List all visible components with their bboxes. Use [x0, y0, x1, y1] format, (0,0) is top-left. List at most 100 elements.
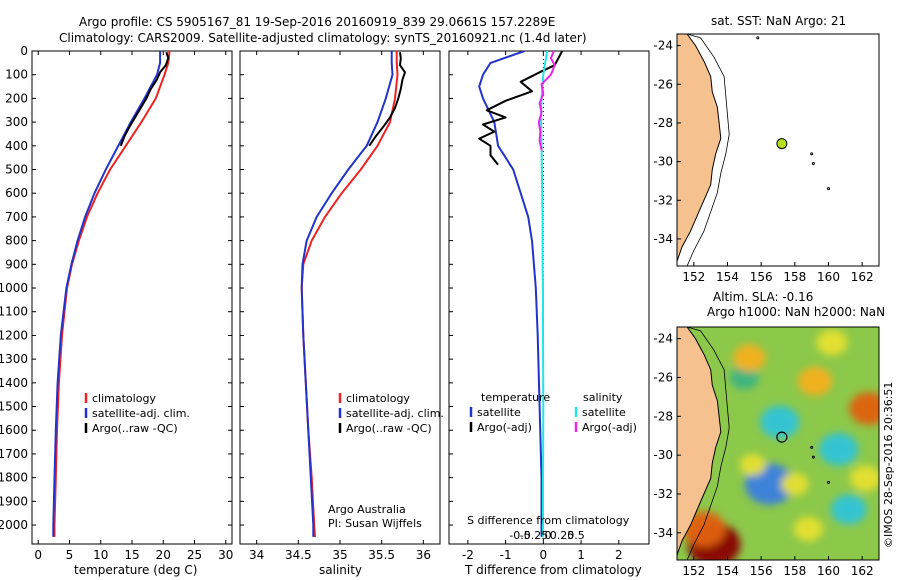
sst-map-island-3	[827, 187, 830, 191]
sla-anomaly-blob-5	[830, 494, 867, 525]
sla-map-xtick-label-0: 152	[682, 564, 705, 578]
sst-map-island-2	[811, 162, 815, 166]
sst-map-title: sat. SST: NaN Argo: 21	[711, 14, 846, 28]
temperature-legend: climatology satellite-adj. clim. Argo(..ra…	[84, 392, 190, 435]
sla-anomaly-blob-8	[797, 367, 833, 396]
sst-map-xtick-label-5: 162	[851, 270, 874, 284]
sla-map-ytick-label-4: -32	[653, 487, 673, 501]
s-legend-label-1: satellite-adj. clim.	[346, 407, 444, 420]
sst-map-australia-land	[677, 34, 722, 263]
depth-tick-label-12: 1200	[0, 328, 28, 342]
header-line2: Climatology: CARS2009. Satellite-adjuste…	[59, 31, 587, 45]
temperature-series	[52, 51, 171, 537]
depth-tick-label-7: 700	[5, 210, 28, 224]
t-legend-label-0: climatology	[92, 392, 156, 405]
sla-map-xtick-label-2: 156	[750, 564, 773, 578]
sla-anomaly-blob-9	[733, 344, 766, 372]
difference-panel-xtick-label-0: -2	[462, 548, 474, 562]
sla-anomaly-blob-11	[793, 516, 823, 542]
sla-anomaly-blob-7	[849, 392, 879, 425]
sla-anomaly-blob-14	[781, 472, 809, 496]
sla-map-ytick-label-1: -26	[653, 370, 673, 384]
depth-tick-label-14: 1400	[0, 376, 28, 390]
difference-frame	[448, 50, 650, 545]
salinity-annotation-line1: Argo Australia	[328, 503, 406, 516]
salinity-panel-line-2	[368, 52, 406, 147]
sst-map-ytick-label-4: -32	[653, 193, 673, 207]
salinity-panel-xtick-label-0: 34	[249, 548, 264, 562]
depth-tick-label-2: 200	[5, 91, 28, 105]
salinity-panel-xtick-label-2: 35	[332, 548, 347, 562]
sst-map-ytick-label-1: -26	[653, 77, 673, 91]
s-legend-label-0: climatology	[346, 392, 410, 405]
s-diff-tick-label-2: 0	[545, 529, 552, 542]
sla-map-xtick-label-4: 160	[817, 564, 840, 578]
d-legend-t-label-0: satellite	[477, 406, 521, 419]
sst-map-island-0	[756, 36, 760, 40]
sla-map-island-0	[810, 445, 814, 449]
sla-map-shelf-contour	[686, 327, 730, 560]
sla-anomaly-blob-12	[739, 454, 766, 476]
depth-tick-label-16: 1600	[0, 423, 28, 437]
header-line1: Argo profile: CS 5905167_81 19-Sep-2016 …	[79, 15, 555, 29]
sla-map-ytick-label-0: -24	[653, 332, 673, 346]
difference-panel-line-0	[478, 51, 543, 537]
difference-panel-line-1	[478, 51, 564, 166]
sla-map-title-line1: Altim. SLA: -0.16	[713, 290, 813, 304]
s-difference-label: S difference from climatology	[467, 514, 630, 527]
depth-tick-label-11: 1100	[0, 305, 28, 319]
sla-map-title-line2: Argo h1000: NaN h2000: NaN	[707, 305, 885, 319]
temperature-panel-xtick-label-3: 15	[124, 548, 139, 562]
sst-map-shelf-contour	[686, 34, 730, 266]
temperature-panel-xtick-label-5: 25	[187, 548, 202, 562]
side-caption: ©IMOS 28-Sep-2016 20:36:51	[882, 382, 895, 548]
sst-map-land	[677, 34, 730, 266]
t-legend-label-1: satellite-adj. clim.	[92, 407, 190, 420]
difference-panel-xtick-label-2: 0	[540, 548, 548, 562]
depth-tick-label-1: 100	[5, 68, 28, 82]
t-difference-xlabel: T difference from climatology	[464, 563, 642, 577]
difference-legend: temperature salinity satellite Argo(-adj) sa…	[469, 391, 637, 434]
sla-anomaly-blob-13	[816, 329, 848, 356]
salinity-panel-line-1	[300, 51, 394, 537]
sst-map-ytick-label-0: -24	[653, 39, 673, 53]
difference-panel-xtick-label-3: 1	[577, 548, 585, 562]
salinity-series	[300, 51, 406, 537]
sla-map-island-2	[827, 480, 830, 484]
depth-tick-label-3: 300	[5, 115, 28, 129]
sla-map-ticks: 152 154 156 158 160 162 -24 -26 -28 -30 -32 -34	[653, 332, 873, 578]
sla-heatmap	[682, 329, 879, 560]
sla-anomaly-blob-10	[850, 465, 879, 492]
sst-map-ytick-label-3: -30	[653, 155, 673, 169]
temperature-panel-line-0	[53, 51, 171, 537]
sla-map-argo-position	[776, 431, 788, 443]
sst-map-xtick-label-0: 152	[682, 270, 705, 284]
sst-map-xtick-label-2: 156	[750, 270, 773, 284]
sst-map-panel: sat. SST: NaN Argo: 21 152 154 156 158 160 16…	[653, 14, 880, 284]
sla-map-panel: Altim. SLA: -0.16 Argo h1000: NaN h2000:…	[653, 290, 885, 578]
sla-map-xtick-label-1: 154	[716, 564, 739, 578]
salinity-panel: 34 34.5 35 35.5 36 climatology satellite-adj.…	[239, 50, 444, 577]
temperature-panel: 0 5 10 15 20 25 300100200300400500600700800900…	[0, 44, 233, 577]
depth-tick-label-6: 600	[5, 186, 28, 200]
sst-map-xtick-label-3: 158	[783, 270, 806, 284]
salinity-panel-line-0	[300, 51, 399, 537]
temperature-panel-xtick-label-4: 20	[156, 548, 171, 562]
sla-map-frame	[676, 326, 880, 561]
depth-tick-label-4: 400	[5, 139, 28, 153]
sla-anomaly-blob-4	[818, 432, 859, 466]
temperature-panel-xtick-label-1: 5	[66, 548, 74, 562]
d-legend-header-temperature: temperature	[481, 391, 550, 404]
temperature-ticks: 0 5 10 15 20 25 300100200300400500600700800900…	[0, 44, 233, 562]
depth-tick-label-8: 800	[5, 234, 28, 248]
difference-panel-xtick-label-4: 2	[615, 548, 623, 562]
s-diff-tick-label-4: 0.5	[567, 529, 585, 542]
depth-tick-label-13: 1300	[0, 352, 28, 366]
sst-map-ticks: 152 154 156 158 160 162 -24 -26 -28 -30 -32 -34	[653, 39, 873, 284]
depth-tick-label-17: 1700	[0, 447, 28, 461]
salinity-legend: climatology satellite-adj. clim. Argo(..ra…	[338, 392, 444, 435]
temperature-panel-line-1	[52, 51, 162, 537]
